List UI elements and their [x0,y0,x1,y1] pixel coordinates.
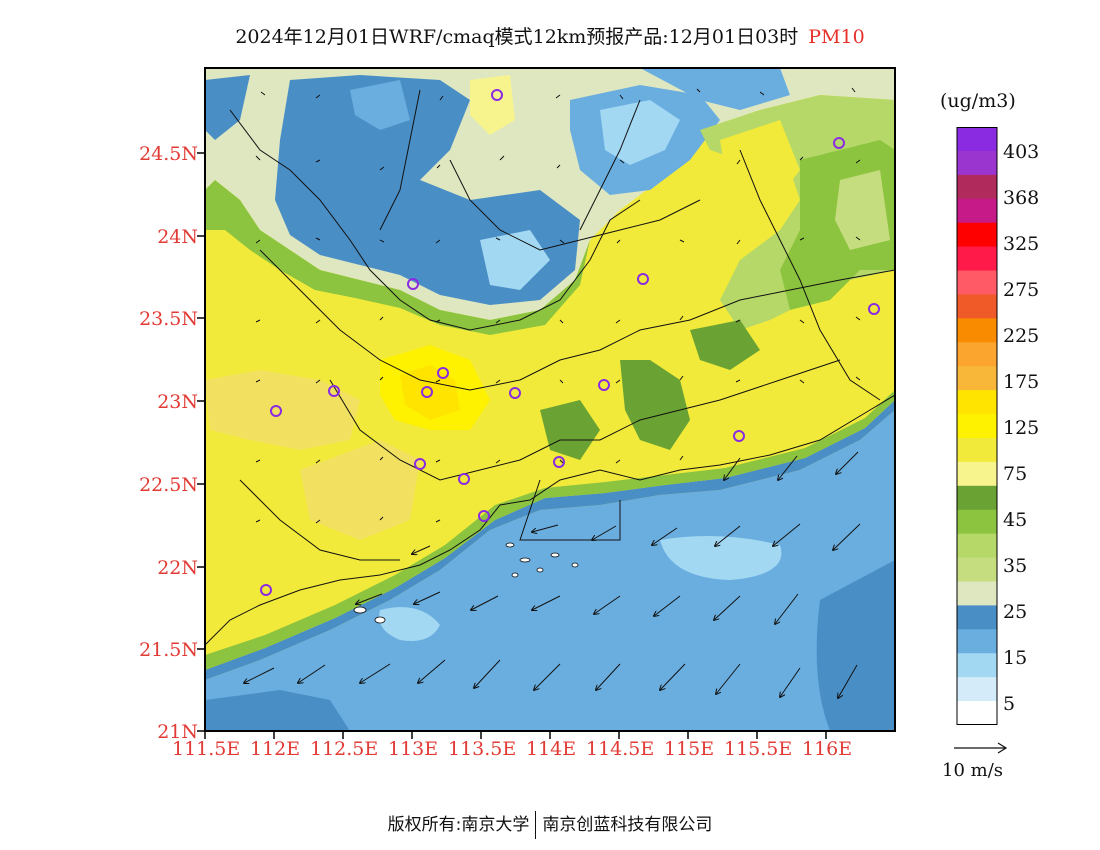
lon-label-113-5: 113.5E [448,738,517,760]
colorbar-segment [957,414,997,439]
lon-label-113: 113E [388,738,439,760]
footer-owner: 版权所有:南京大学 [387,815,530,835]
colorbar-segment [957,557,997,582]
copyright-footer: 版权所有:南京大学 南京创蓝科技有限公司 [0,810,1100,839]
colorbar-segment [957,509,997,535]
station-markers [260,89,880,596]
colorbar-segment [957,701,997,725]
colorbar-segment [957,485,997,511]
lon-label-115: 115E [664,738,715,760]
colorbar-segment [957,437,997,463]
legend-label-225: 225 [1003,325,1040,347]
lon-label-114: 114E [526,738,577,760]
colorbar-segment [957,127,997,152]
title-text: 2024年12月01日WRF/cmaq模式12km预报产品:12月01日03时 [235,26,799,48]
pollutant-label: PM10 [808,26,865,48]
footer-separator [535,811,537,839]
colorbar-segment [957,198,997,224]
lon-label-114-5: 114.5E [586,738,655,760]
legend-label-403: 403 [1003,141,1040,163]
lat-label-23: 23N [157,391,198,413]
colorbar-segment [957,629,997,654]
boundaries [205,89,895,646]
legend-label-45: 45 [1003,509,1028,531]
colorbar-segment [957,605,997,630]
axis-ticks [197,152,827,739]
colorbar-border [956,127,998,725]
colorbar-segment [957,677,997,702]
colorbar-segment [957,270,997,295]
wind-reference-label: 10 m/s [942,760,1003,781]
legend-label-75: 75 [1003,463,1028,485]
colorbar-segment [957,318,997,343]
colorbar-segment [957,246,997,272]
wind-vectors-small [255,87,861,524]
colorbar-segment [957,533,997,559]
islands [353,542,579,624]
legend-label-35: 35 [1003,555,1028,577]
legend-label-368: 368 [1003,187,1040,209]
colorbar-segment [957,222,997,248]
legend-label-125: 125 [1003,417,1040,439]
colorbar-segment [957,461,997,487]
colorbar-segment [957,174,997,200]
lat-label-22-5: 22.5N [139,474,198,496]
wind-vectors [244,451,861,698]
legend-unit: (ug/m3) [940,90,1016,112]
wind-reference-arrow [954,742,1008,754]
legend-label-5: 5 [1003,693,1016,715]
concentration-field [205,68,895,731]
lon-label-115-5: 115.5E [724,738,793,760]
legend-label-15: 15 [1003,647,1028,669]
colorbar [956,127,998,725]
lon-label-112-5: 112.5E [310,738,379,760]
lat-label-23-5: 23.5N [139,308,198,330]
colorbar-segment [957,390,997,415]
lat-label-21-5: 21.5N [139,639,198,661]
colorbar-segment [957,366,997,391]
colorbar-segment [957,150,997,176]
colorbar-segment [957,342,997,367]
colorbar-segment [957,294,997,319]
footer-company: 南京创蓝科技有限公司 [542,815,713,835]
legend-label-175: 175 [1003,371,1040,393]
colorbar-segment [957,653,997,678]
legend-label-325: 325 [1003,233,1040,255]
lat-label-21: 21N [157,721,198,743]
lon-label-111-5: 111.5E [172,738,241,760]
lon-label-112: 112E [250,738,301,760]
legend-label-275: 275 [1003,279,1040,301]
lat-label-24-5: 24.5N [139,143,198,165]
colorbar-segment [957,581,997,606]
lon-label-116: 116E [802,738,853,760]
legend-label-25: 25 [1003,601,1028,623]
lat-label-22: 22N [157,557,198,579]
lat-label-24: 24N [157,226,198,248]
map-title: 2024年12月01日WRF/cmaq模式12km预报产品:12月01日03时 P… [0,22,1100,49]
